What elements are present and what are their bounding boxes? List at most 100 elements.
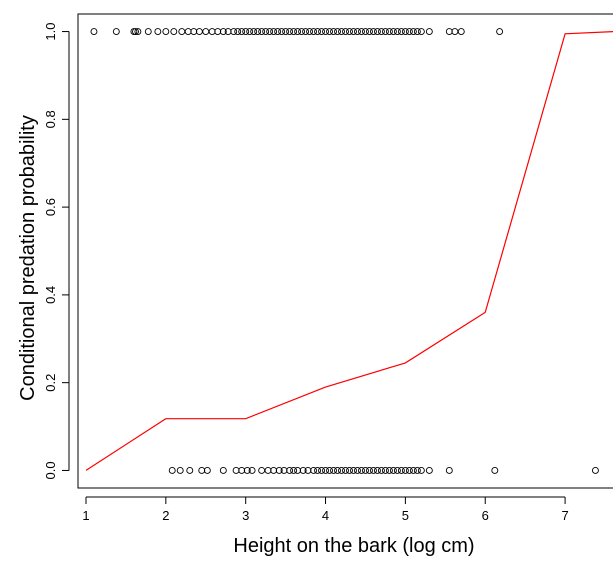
x-axis-title: Height on the bark (log cm) <box>233 535 474 557</box>
data-point-predated <box>397 28 405 36</box>
data-point-predated <box>377 28 385 36</box>
data-point-predated <box>278 28 286 36</box>
x-tick-label: 3 <box>242 508 249 523</box>
data-point-predated <box>385 28 393 36</box>
data-point-predated <box>184 28 192 36</box>
data-point-predated <box>238 28 246 36</box>
data-point-not-predated <box>176 466 184 474</box>
data-point-not-predated <box>393 466 401 474</box>
y-tick-label: 0.4 <box>43 286 58 304</box>
x-tick-label: 2 <box>162 508 169 523</box>
data-point-not-predated <box>168 466 176 474</box>
data-point-not-predated <box>330 466 337 474</box>
data-point-predated <box>393 28 401 36</box>
data-point-predated <box>282 28 290 36</box>
data-point-predated <box>274 28 282 36</box>
data-point-predated <box>369 28 377 36</box>
data-point-not-predated <box>238 466 246 474</box>
data-point-predated <box>451 28 459 36</box>
data-point-predated <box>342 28 349 36</box>
data-point-predated <box>346 28 353 36</box>
data-point-predated <box>170 28 178 36</box>
data-point-predated <box>132 28 139 36</box>
data-point-predated <box>162 28 170 36</box>
data-point-predated <box>214 28 222 36</box>
data-point-not-predated <box>314 466 322 474</box>
data-point-not-predated <box>286 466 294 474</box>
data-point-predated <box>254 28 262 36</box>
data-point-not-predated <box>342 466 349 474</box>
data-point-not-predated <box>346 466 353 474</box>
data-point-not-predated <box>318 466 325 474</box>
data-point-predated <box>350 28 357 36</box>
y-tick-label: 1.0 <box>43 23 58 41</box>
data-point-predated <box>322 28 329 36</box>
data-point-not-predated <box>413 466 421 474</box>
x-tick-label: 7 <box>561 508 568 523</box>
observation-points <box>90 28 599 474</box>
x-tick-label: 4 <box>322 508 329 523</box>
y-axis: 0.0 0.2 0.4 0.6 0.8 1.0 <box>43 23 70 479</box>
data-point-not-predated <box>334 466 341 474</box>
data-point-not-predated <box>338 466 345 474</box>
data-point-predated <box>302 28 310 36</box>
data-point-predated <box>330 28 337 36</box>
data-point-predated <box>306 28 314 36</box>
data-point-not-predated <box>258 466 266 474</box>
data-point-not-predated <box>405 466 413 474</box>
data-point-predated <box>230 28 238 36</box>
data-point-predated <box>496 28 504 36</box>
plot-border <box>77 13 613 489</box>
data-point-not-predated <box>445 466 453 474</box>
y-tick-label: 0.2 <box>43 374 58 392</box>
data-point-not-predated <box>270 466 278 474</box>
data-point-predated <box>334 28 341 36</box>
data-point-not-predated <box>358 466 365 474</box>
data-point-not-predated <box>186 466 194 474</box>
data-point-not-predated <box>385 466 393 474</box>
data-point-predated <box>234 28 242 36</box>
data-point-predated <box>286 28 294 36</box>
data-point-not-predated <box>232 466 240 474</box>
data-point-not-predated <box>275 466 283 474</box>
data-point-predated <box>425 28 433 36</box>
y-tick-label: 0.6 <box>43 198 58 216</box>
data-point-predated <box>266 28 274 36</box>
data-point-predated <box>362 28 369 36</box>
data-point-predated <box>202 28 210 36</box>
probability-curve <box>85 31 613 471</box>
data-point-not-predated <box>219 466 227 474</box>
data-point-not-predated <box>377 466 385 474</box>
data-point-predated <box>112 28 120 36</box>
data-point-predated <box>326 28 333 36</box>
data-point-predated <box>290 28 298 36</box>
data-point-predated <box>366 28 373 36</box>
data-point-not-predated <box>198 466 206 474</box>
data-point-not-predated <box>373 466 381 474</box>
data-point-predated <box>338 28 345 36</box>
data-point-not-predated <box>322 466 329 474</box>
data-point-not-predated <box>248 466 256 474</box>
data-point-predated <box>262 28 270 36</box>
data-point-not-predated <box>397 466 405 474</box>
data-point-predated <box>242 28 250 36</box>
fitted-probability-line <box>85 31 613 471</box>
data-point-not-predated <box>381 466 389 474</box>
plot-frame <box>77 13 613 489</box>
data-point-predated <box>409 28 417 36</box>
data-point-predated <box>413 28 421 36</box>
data-point-predated <box>354 28 361 36</box>
data-point-not-predated <box>354 466 361 474</box>
data-point-predated <box>358 28 365 36</box>
data-point-predated <box>195 28 203 36</box>
x-tick-label: 5 <box>402 508 409 523</box>
data-point-predated <box>405 28 413 36</box>
data-point-predated <box>219 28 227 36</box>
data-point-predated <box>190 28 198 36</box>
data-point-predated <box>401 28 409 36</box>
y-tick-label: 0.0 <box>43 461 58 479</box>
data-point-not-predated <box>591 466 599 474</box>
data-point-predated <box>246 28 254 36</box>
data-point-predated <box>270 28 278 36</box>
